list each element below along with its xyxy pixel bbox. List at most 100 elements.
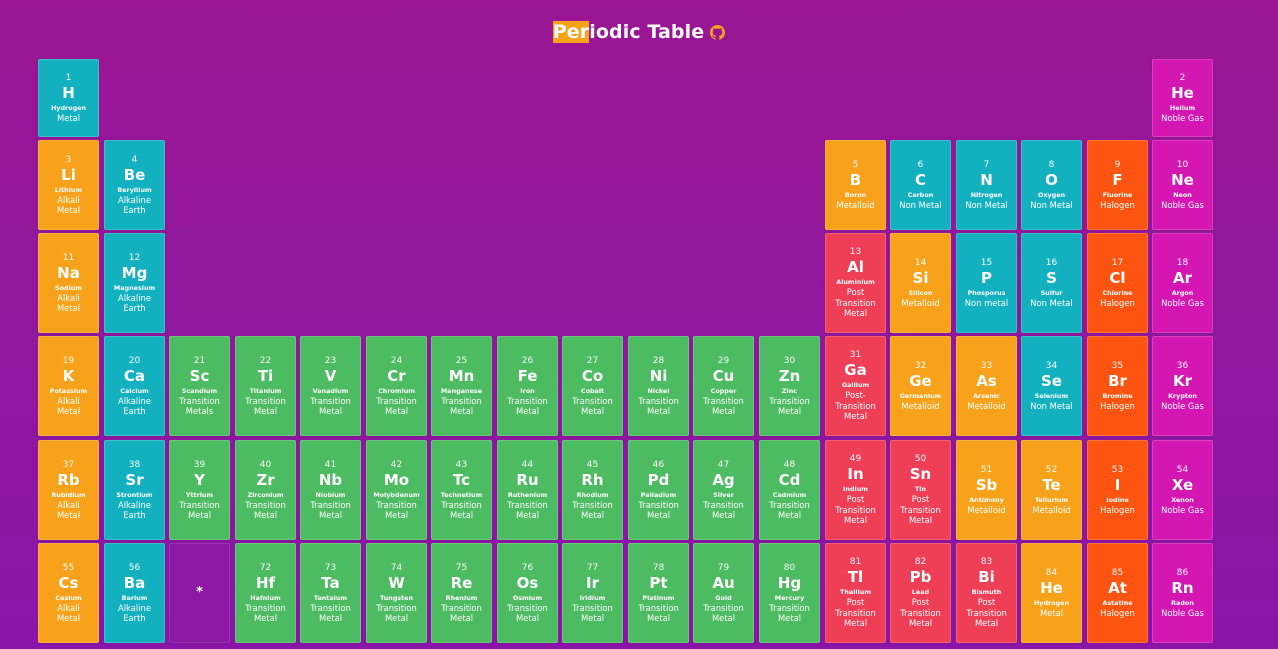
- element-s-16[interactable]: 16 S Sulfur Non Metal: [1021, 233, 1082, 333]
- atomic-number: 25: [455, 355, 468, 366]
- lanthanide-placeholder[interactable]: *: [169, 543, 230, 643]
- element-i-53[interactable]: 53 I Iodine Halogen: [1087, 440, 1148, 540]
- element-sb-51[interactable]: 51 Sb Antimony Metalloid: [956, 440, 1017, 540]
- element-sr-38[interactable]: 38 Sr Strontium Alkaline Earth: [104, 440, 165, 540]
- element-category: Transition Metal: [441, 602, 482, 624]
- element-cr-24[interactable]: 24 Cr Chromium Transition Metal: [366, 336, 427, 436]
- element-ru-44[interactable]: 44 Ru Ruthenium Transition Metal: [497, 440, 558, 540]
- atomic-number: 45: [586, 459, 599, 470]
- element-category: Metal: [56, 112, 81, 123]
- element-symbol: H: [62, 83, 75, 102]
- element-y-39[interactable]: 39 Y Yttrium Transition Metal: [169, 440, 230, 540]
- element-cl-17[interactable]: 17 Cl Chlorine Halogen: [1087, 233, 1148, 333]
- element-he-84[interactable]: 84 He Hydrogen Metal: [1021, 543, 1082, 643]
- element-name: Osmium: [512, 593, 543, 602]
- element-al-13[interactable]: 13 Al Aluminium Post Transition Metal: [825, 233, 886, 333]
- element-li-3[interactable]: 3 Li Lithium Alkali Metal: [38, 140, 99, 230]
- element-hf-72[interactable]: 72 Hf Hafnium Transition Metal: [235, 543, 296, 643]
- element-zr-40[interactable]: 40 Zr Zirconium Transition Metal: [235, 440, 296, 540]
- element-w-74[interactable]: 74 W Tungsten Transition Metal: [366, 543, 427, 643]
- atomic-number: 39: [193, 459, 206, 470]
- element-xe-54[interactable]: 54 Xe Xenon Noble Gas: [1152, 440, 1213, 540]
- element-n-7[interactable]: 7 N Nitrogen Non Metal: [956, 140, 1017, 230]
- element-sc-21[interactable]: 21 Sc Scandium Transition Metals: [169, 336, 230, 436]
- element-ar-18[interactable]: 18 Ar Argon Noble Gas: [1152, 233, 1213, 333]
- element-mg-12[interactable]: 12 Mg Magnesium Alkaline Earth: [104, 233, 165, 333]
- element-p-15[interactable]: 15 P Phosporus Non metal: [956, 233, 1017, 333]
- element-symbol: C: [914, 170, 926, 189]
- element-ni-28[interactable]: 28 Ni Nickel Transition Metal: [628, 336, 689, 436]
- element-tc-43[interactable]: 43 Tc Technetium Transition Metal: [431, 440, 492, 540]
- element-h-1[interactable]: 1 H Hydrogen Metal: [38, 59, 99, 137]
- element-te-52[interactable]: 52 Te Tellurium Metalloid: [1021, 440, 1082, 540]
- atomic-number: 72: [259, 562, 272, 573]
- element-f-9[interactable]: 9 F Fluorine Halogen: [1087, 140, 1148, 230]
- element-ca-20[interactable]: 20 Ca Calcium Alkaline Earth: [104, 336, 165, 436]
- element-name: Gallium: [841, 381, 870, 390]
- element-tl-81[interactable]: 81 Tl Thallium Post Transition Metal: [825, 543, 886, 643]
- element-ti-22[interactable]: 22 Ti Titanium Transition Metal: [235, 336, 296, 436]
- element-co-27[interactable]: 27 Co Cobalt Transition Metal: [562, 336, 623, 436]
- element-name: Molybdenum: [373, 490, 420, 499]
- element-ge-32[interactable]: 32 Ge Germanium Metalloid: [890, 336, 951, 436]
- element-br-35[interactable]: 35 Br Bromine Halogen: [1087, 336, 1148, 436]
- element-symbol: Ag: [712, 470, 735, 489]
- element-os-76[interactable]: 76 Os Osmium Transition Metal: [497, 543, 558, 643]
- element-category: Transition Metal: [310, 602, 351, 624]
- element-re-75[interactable]: 75 Re Rhenium Transition Metal: [431, 543, 492, 643]
- element-zn-30[interactable]: 30 Zn Zinc Transition Metal: [759, 336, 820, 436]
- element-ir-77[interactable]: 77 Ir Iridium Transition Metal: [562, 543, 623, 643]
- element-si-14[interactable]: 14 Si Silicon Metalloid: [890, 233, 951, 333]
- element-na-11[interactable]: 11 Na Sodium Alkali Metal: [38, 233, 99, 333]
- element-be-4[interactable]: 4 Be Beryllium Alkaline Earth: [104, 140, 165, 230]
- element-k-19[interactable]: 19 K Potassium Alkali Metal: [38, 336, 99, 436]
- element-as-33[interactable]: 33 As Arsenic Metalloid: [956, 336, 1017, 436]
- element-name: Cobalt: [580, 386, 605, 395]
- element-pd-46[interactable]: 46 Pd Palladium Transition Metal: [628, 440, 689, 540]
- element-category: Non Metal: [965, 199, 1008, 210]
- element-sn-50[interactable]: 50 Sn Tin Post Transition Metal: [890, 440, 951, 540]
- element-pt-78[interactable]: 78 Pt Platinum Transition Metal: [628, 543, 689, 643]
- element-rn-86[interactable]: 86 Rn Radon Noble Gas: [1152, 543, 1213, 643]
- element-rh-45[interactable]: 45 Rh Rhodium Transition Metal: [562, 440, 623, 540]
- atomic-number: 54: [1176, 464, 1189, 475]
- element-in-49[interactable]: 49 In Indium Post Transition Metal: [825, 440, 886, 540]
- atomic-number: 77: [586, 562, 599, 573]
- atomic-number: 48: [783, 459, 796, 470]
- atomic-number: 4: [131, 154, 138, 165]
- element-mn-25[interactable]: 25 Mn Manganese Transition Metal: [431, 336, 492, 436]
- element-se-34[interactable]: 34 Se Selenium Non Metal: [1021, 336, 1082, 436]
- element-hg-80[interactable]: 80 Hg Mercury Transition Metal: [759, 543, 820, 643]
- element-category: Transition Metal: [245, 395, 286, 417]
- element-category: Transition Metal: [376, 395, 417, 417]
- element-kr-36[interactable]: 36 Kr Krypton Noble Gas: [1152, 336, 1213, 436]
- element-he-2[interactable]: 2 He Helium Noble Gas: [1152, 59, 1213, 137]
- element-mo-42[interactable]: 42 Mo Molybdenum Transition Metal: [366, 440, 427, 540]
- element-nb-41[interactable]: 41 Nb Niobium Transition Metal: [300, 440, 361, 540]
- atomic-number: 10: [1176, 159, 1189, 170]
- element-symbol: Sb: [975, 475, 998, 494]
- element-o-8[interactable]: 8 O Oxygen Non Metal: [1021, 140, 1082, 230]
- github-link[interactable]: [710, 24, 726, 40]
- atomic-number: 11: [62, 252, 75, 263]
- element-rb-37[interactable]: 37 Rb Rubidium Alkali Metal: [38, 440, 99, 540]
- element-pb-82[interactable]: 82 Pb Lead Post Transition Metal: [890, 543, 951, 643]
- element-bi-83[interactable]: 83 Bi Bismuth Post Transition Metal: [956, 543, 1017, 643]
- element-cs-55[interactable]: 55 Cs Cesium Alkali Metal: [38, 543, 99, 643]
- element-ba-56[interactable]: 56 Ba Barium Alkaline Earth: [104, 543, 165, 643]
- element-ga-31[interactable]: 31 Ga Gallium Post- Transition Metal: [825, 336, 886, 436]
- element-ag-47[interactable]: 47 Ag Silver Transition Metal: [693, 440, 754, 540]
- element-symbol: Sn: [909, 465, 932, 484]
- element-v-23[interactable]: 23 V Vanadium Transition Metal: [300, 336, 361, 436]
- element-at-85[interactable]: 85 At Astatine Halogen: [1087, 543, 1148, 643]
- element-symbol: As: [976, 371, 997, 390]
- element-ne-10[interactable]: 10 Ne Neon Noble Gas: [1152, 140, 1213, 230]
- element-fe-26[interactable]: 26 Fe Iron Transition Metal: [497, 336, 558, 436]
- element-au-79[interactable]: 79 Au Gold Transition Metal: [693, 543, 754, 643]
- element-symbol: Sr: [125, 470, 144, 489]
- element-ta-73[interactable]: 73 Ta Tantalum Transition Metal: [300, 543, 361, 643]
- element-b-5[interactable]: 5 B Boron Metalloid: [825, 140, 886, 230]
- element-cd-48[interactable]: 48 Cd Cadmium Transition Metal: [759, 440, 820, 540]
- element-cu-29[interactable]: 29 Cu Copper Transition Metal: [693, 336, 754, 436]
- element-c-6[interactable]: 6 C Carbon Non Metal: [890, 140, 951, 230]
